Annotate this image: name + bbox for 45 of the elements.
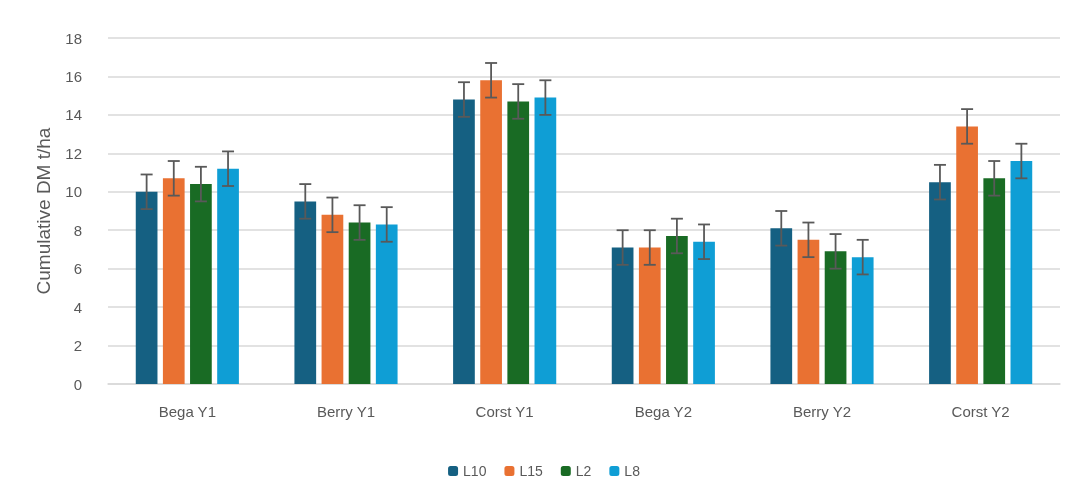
bar bbox=[294, 201, 317, 384]
y-tick-label: 6 bbox=[73, 260, 82, 278]
bar bbox=[321, 214, 344, 384]
y-tick-label: 2 bbox=[73, 337, 82, 355]
y-tick-label: 16 bbox=[65, 67, 82, 85]
bar bbox=[983, 178, 1006, 384]
x-tick-label: Corst Y2 bbox=[951, 403, 1010, 420]
bar bbox=[135, 191, 158, 384]
legend-label: L8 bbox=[624, 463, 641, 479]
bar bbox=[375, 224, 398, 384]
bar bbox=[190, 184, 212, 384]
bar bbox=[797, 239, 820, 384]
legend-label: L15 bbox=[519, 463, 543, 479]
x-tick-label: Berry Y1 bbox=[316, 403, 376, 420]
bar bbox=[929, 182, 951, 384]
bar bbox=[770, 228, 793, 384]
bar bbox=[162, 178, 185, 384]
y-tick-label: 12 bbox=[65, 144, 82, 162]
bar bbox=[956, 126, 978, 384]
y-tick-label: 8 bbox=[73, 221, 82, 239]
bar bbox=[534, 97, 557, 384]
bar bbox=[851, 257, 874, 384]
y-tick-label: 10 bbox=[65, 183, 82, 201]
bar bbox=[824, 251, 847, 384]
bar bbox=[453, 99, 475, 384]
x-tick-label: Bega Y2 bbox=[634, 403, 692, 420]
bar bbox=[507, 101, 530, 384]
bar bbox=[666, 235, 688, 384]
bar bbox=[611, 247, 634, 384]
bar bbox=[348, 222, 371, 384]
legend-label: L10 bbox=[463, 463, 487, 479]
bar bbox=[1010, 161, 1033, 384]
bar bbox=[480, 80, 502, 384]
x-tick-label: Corst Y1 bbox=[475, 403, 534, 420]
y-tick-label: 0 bbox=[73, 375, 82, 393]
y-tick-label: 14 bbox=[65, 106, 82, 124]
bar bbox=[693, 241, 715, 384]
y-tick-label: 18 bbox=[65, 29, 82, 47]
y-tick-label: 4 bbox=[73, 298, 82, 316]
x-tick-label: Berry Y2 bbox=[792, 403, 852, 420]
x-tick-label: Bega Y1 bbox=[158, 403, 216, 420]
legend-label: L2 bbox=[575, 463, 592, 479]
y-axis-title: Cumulative DM t/ha bbox=[33, 127, 54, 295]
bar bbox=[217, 168, 239, 384]
bar bbox=[638, 247, 661, 384]
